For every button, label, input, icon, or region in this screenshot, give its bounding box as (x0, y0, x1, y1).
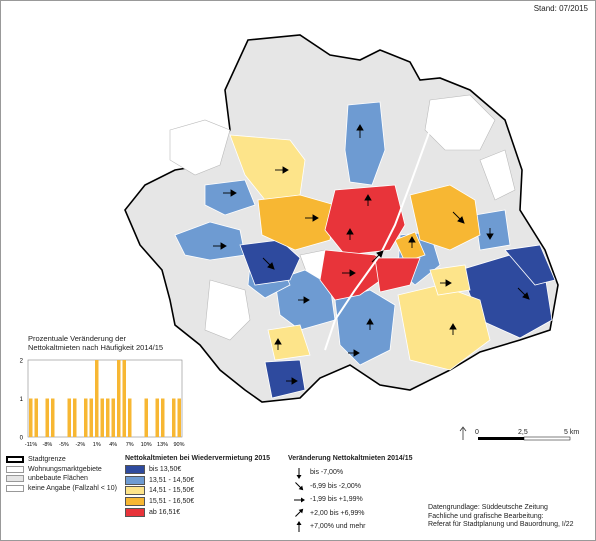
histogram-bar (73, 398, 77, 437)
x-tick-label: -8% (43, 442, 53, 448)
source-note: Datengrundlage: Süddeutsche Zeitung Fach… (428, 504, 574, 529)
scale-bar (478, 436, 571, 441)
scale-tick: 0 (475, 429, 479, 436)
district-dark-blue (239, 239, 301, 286)
histogram-bar (51, 398, 55, 437)
x-tick-label: -2% (75, 442, 85, 448)
legend-change-item: +7,00% und mehr (288, 520, 413, 534)
arrow-icon (296, 467, 302, 479)
histogram-bar (122, 360, 126, 437)
histogram-bar (144, 398, 148, 437)
y-tick-label: 0 (20, 436, 24, 442)
legend-change: Veränderung Nettokaltmieten 2014/15 bis … (288, 455, 413, 534)
x-tick-label: -11% (25, 442, 38, 448)
date-stamp: Stand: 07/2015 (533, 4, 588, 13)
x-tick-label: 7% (126, 442, 134, 448)
legend-rent-title: Nettokaltmieten bei Wiedervermietung 201… (125, 455, 271, 462)
y-tick-label: 1 (20, 397, 24, 403)
x-tick-label: 10% (141, 442, 152, 448)
no-data-area (169, 119, 231, 176)
color-swatch (125, 486, 145, 496)
district-light-blue (204, 179, 256, 216)
scale-tick: 2,5 (518, 429, 528, 436)
y-tick-label: 2 (20, 359, 24, 365)
scale-tick: 5 km (564, 429, 580, 436)
grey-swatch (6, 475, 24, 483)
color-swatch (125, 497, 145, 507)
boundary-swatch (6, 456, 24, 464)
histogram-bar (29, 398, 33, 437)
histogram-bar (106, 398, 110, 437)
district-light-blue (334, 289, 396, 366)
histogram-bar (172, 398, 176, 437)
area-swatch (6, 465, 24, 473)
legend-rent: Nettokaltmieten bei Wiedervermietung 201… (125, 455, 270, 518)
arrow-icon (294, 497, 305, 503)
no-data-area (424, 94, 496, 151)
x-tick-label: 13% (157, 442, 168, 448)
no-data-area (479, 149, 516, 201)
legend-rent-item: 14,51 - 15,50€ (125, 486, 270, 497)
color-swatch (125, 464, 145, 474)
histogram-title: Prozentuale Veränderung der Nettokaltmie… (28, 334, 164, 352)
district-light-yellow (429, 264, 471, 296)
x-tick-label: 4% (109, 442, 117, 448)
color-swatch (125, 508, 145, 518)
district-dark-blue (504, 244, 556, 286)
arrow-icon (295, 482, 304, 491)
district-orange (257, 194, 336, 251)
legend-change-item: -6,99 bis -2,00% (288, 480, 413, 494)
histogram-bar (95, 360, 99, 437)
x-tick-label: 1% (93, 442, 101, 448)
legend-change-item: bis -7,00% (288, 466, 413, 480)
histogram-bar (128, 398, 132, 437)
histogram-bar (45, 398, 49, 437)
histogram-bar (84, 398, 88, 437)
legend-rent-item: 13,51 - 14,50€ (125, 475, 270, 486)
north-arrow-icon (459, 426, 467, 440)
district-orange (409, 184, 481, 251)
district-red (324, 184, 406, 256)
histogram-bar (111, 398, 115, 437)
district-dark-blue (264, 359, 306, 399)
district-light-yellow (267, 324, 311, 361)
district-light-blue (474, 209, 511, 251)
arrow-icon (295, 509, 304, 518)
district-orange (394, 231, 426, 263)
arrow-icon (296, 520, 302, 532)
legend-base: Stadtgrenze Wohnungsmarktgebiete unbebau… (6, 455, 117, 493)
histogram-bar (155, 398, 159, 437)
histogram-bar (117, 360, 121, 437)
legend-rent-item: ab 16,51€ (125, 507, 270, 518)
histogram-bar (161, 398, 165, 437)
x-tick-label: -5% (59, 442, 69, 448)
color-swatch (125, 475, 145, 485)
district-light-blue (344, 101, 386, 186)
histogram: 2 1 0-11% -8% -5% -2% 1% 4% 7% 10% 13% 90% (20, 359, 185, 449)
x-tick-label: 90% (173, 442, 184, 448)
legend-rent-item: bis 13,50€ (125, 464, 270, 475)
histogram-bar (67, 398, 71, 437)
no-data-area (204, 279, 251, 341)
legend-change-item: -1,99 bis +1,99% (288, 493, 413, 507)
change-arrows (213, 124, 530, 385)
histogram-bar (100, 398, 104, 437)
legend-change-title: Veränderung Nettokaltmieten 2014/15 (288, 455, 413, 462)
histogram-bar (177, 398, 181, 437)
histogram-bar (34, 398, 38, 437)
district-red (374, 257, 421, 293)
white-swatch (6, 484, 24, 492)
legend-change-item: +2,00 bis +6,99% (288, 507, 413, 521)
legend-rent-item: 15,51 - 16,50€ (125, 496, 270, 507)
histogram-bar (89, 398, 93, 437)
